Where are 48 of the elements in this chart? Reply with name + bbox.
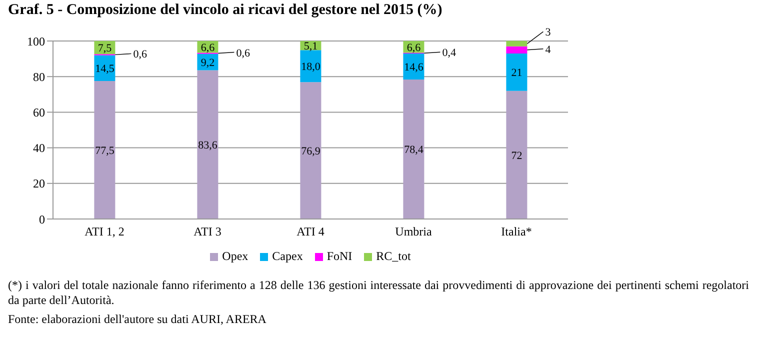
data-label: 6,6 — [200, 42, 216, 54]
legend-label: FoNI — [326, 249, 352, 264]
data-label: 5,1 — [304, 40, 318, 53]
x-tick-label: ATI 1, 2 — [84, 224, 124, 239]
y-tick-label: 40 — [33, 141, 45, 156]
data-label: 0,4 — [442, 47, 456, 60]
data-label: 0,6 — [236, 47, 250, 60]
bar — [506, 41, 528, 46]
data-label: 4 — [545, 44, 552, 56]
data-label: 7,5 — [98, 42, 112, 55]
bar — [403, 79, 424, 219]
x-tick-label: Italia* — [501, 224, 532, 239]
data-label: 14,6 — [404, 61, 424, 74]
chart-title: Graf. 5 - Composizione del vincolo ai ricavi del gestore nel 2015 (%) — [8, 2, 444, 19]
bar — [197, 70, 218, 219]
source-note: Fonte: elaborazioni dell'autore su dati AURI, ARERA — [8, 312, 268, 327]
data-label: 9,2 — [200, 57, 215, 70]
x-tick-label: ATI 3 — [194, 224, 222, 239]
y-tick-label: 20 — [33, 176, 45, 191]
data-label: 14,5 — [95, 63, 115, 76]
legend-label: RC_tot — [375, 249, 411, 264]
data-label: 18,0 — [301, 61, 321, 74]
bar — [403, 53, 424, 80]
bar — [300, 82, 322, 219]
data-label: 83,6 — [198, 140, 218, 152]
data-label: 0,6 — [133, 48, 148, 61]
bar — [506, 46, 528, 54]
x-tick-label: Umbria — [395, 224, 432, 239]
legend-label: Capex — [271, 249, 303, 264]
data-label: 6,6 — [406, 42, 422, 54]
legend-label: Opex — [221, 249, 248, 264]
bar — [506, 53, 528, 91]
data-label: 78,4 — [404, 144, 424, 156]
bar — [94, 55, 116, 82]
x-tick-label: ATI 4 — [296, 224, 324, 239]
data-label: 3 — [545, 26, 552, 39]
text: (*) i valori del totale nazionale fanno riferimento a 128 delle 136 gestioni interessate dai provvedimenti di approvazione dei pertinenti schemi regolatori da parte dell’Autorità. — [8, 278, 749, 308]
data-label: 72 — [511, 150, 522, 162]
bar — [506, 90, 528, 219]
y-tick-label: 100 — [27, 34, 45, 48]
bar — [94, 81, 116, 219]
y-tick-label: 60 — [33, 105, 45, 120]
data-label: 77,5 — [95, 145, 115, 158]
y-tick-label: 80 — [33, 70, 45, 84]
y-tick-label: 0 — [39, 212, 45, 226]
bar — [300, 50, 322, 82]
data-label: 76,9 — [301, 146, 321, 158]
data-label: 21 — [511, 67, 522, 80]
